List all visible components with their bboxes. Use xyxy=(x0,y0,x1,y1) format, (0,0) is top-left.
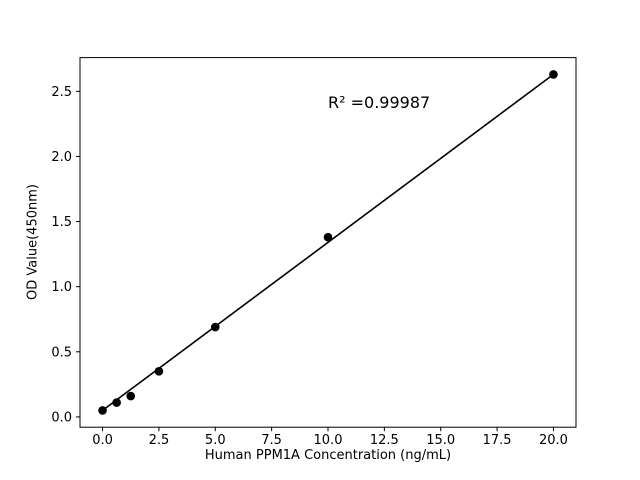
data-point xyxy=(210,322,220,332)
y-tick-label: 1.5 xyxy=(51,215,72,230)
x-tick-label: 17.5 xyxy=(483,433,512,448)
fit-line xyxy=(102,73,554,412)
data-point xyxy=(126,391,136,401)
r-squared-annotation: R² =0.99987 xyxy=(328,93,431,112)
x-tick-label: 10.0 xyxy=(314,433,343,448)
x-tick-label: 5.0 xyxy=(205,433,226,448)
y-tick-label: 1.0 xyxy=(51,280,72,295)
data-point xyxy=(112,398,121,407)
y-tick-label: 0.0 xyxy=(51,410,72,425)
y-axis-label: OD Value(450nm) xyxy=(25,184,41,300)
x-tick-label: 7.5 xyxy=(261,433,282,448)
x-tick-label: 15.0 xyxy=(426,433,455,448)
y-tick-label: 2.5 xyxy=(51,85,72,100)
data-point xyxy=(323,232,333,242)
x-tick-label: 20.0 xyxy=(539,433,568,448)
y-tick-label: 0.5 xyxy=(51,345,72,360)
data-point xyxy=(549,70,558,79)
y-tick-label: 2.0 xyxy=(51,150,72,165)
x-tick-label: 12.5 xyxy=(370,433,399,448)
x-tick-label: 2.5 xyxy=(149,433,170,448)
x-tick-label: 0.0 xyxy=(92,433,113,448)
data-point xyxy=(98,406,107,415)
data-point xyxy=(154,367,164,376)
x-axis-label: Human PPM1A Concentration (ng/mL) xyxy=(204,448,452,463)
